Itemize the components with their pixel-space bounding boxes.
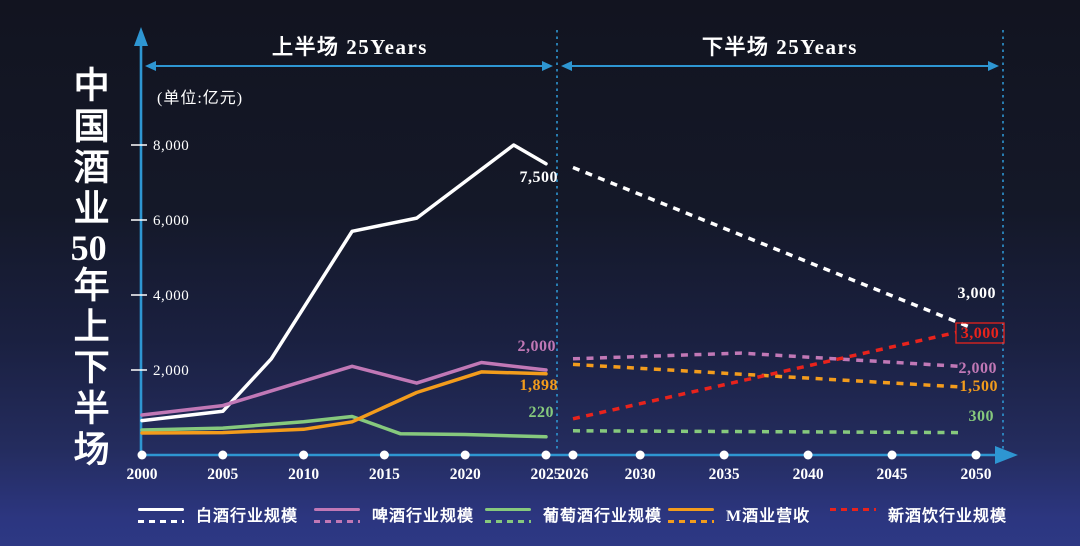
legend-item-m-liquor: M酒业营收 [668,502,810,526]
series-m-liquor-solid-line [140,370,548,435]
x-tick-label-2010: 2010 [288,466,319,483]
main-title: 中国酒业50年上下半场 [68,66,109,471]
endpoint-label-beer-dashed: 2,000 [959,360,998,377]
y-tick-label-4000: 4,000 [153,288,189,304]
x-tick-label-2005: 2005 [207,466,238,483]
x-axis-arrow-icon [995,446,1018,464]
second-half-title: 下半场 25Years [702,35,858,59]
legend-label-wine: 葡萄酒行业规模 [543,508,663,525]
legend-swatch-baijiu [138,502,184,523]
legend: 白酒行业规模 啤酒行业规模 葡萄酒行业规模 M酒业营收 新酒饮行业规模 [0,502,1080,542]
x-axis-dot-2040 [803,450,813,460]
series-beer-solid-line [140,360,548,417]
x-tick-label-2020: 2020 [450,466,481,483]
x-axis-dot-2025 [541,450,551,460]
endpoint-label-wine-dashed: 300 [969,408,995,425]
legend-swatch-new-drinks [830,502,876,511]
legend-label-beer: 啤酒行业规模 [372,508,475,525]
x-axis-dot-2045 [887,450,897,460]
endpoint-label-box-new-drinks [955,322,1005,344]
endpoint-label-m-liquor-dashed: 1,500 [960,378,999,395]
legend-item-beer: 啤酒行业规模 [314,502,474,526]
x-axis-dot-2020 [460,450,470,460]
series-wine-solid-line [140,414,548,439]
x-tick-label-2040: 2040 [793,466,824,483]
x-axis-dot-2026 [568,450,578,460]
main-title-part1: 中国酒业 [68,66,109,230]
main-title-part2: 年上下半场 [68,266,109,471]
series-baijiu-dashed-line [572,165,970,329]
unit-label: (单位:亿元) [157,90,244,107]
endpoint-label-wine-solid: 220 [529,404,555,421]
x-tick-label-2050: 2050 [961,466,992,483]
legend-item-new-drinks: 新酒饮行业规模 [830,502,1007,526]
legend-swatch-beer [314,502,360,523]
x-tick-label-2030: 2030 [625,466,656,483]
endpoint-label-baijiu-dashed: 3,000 [958,285,997,302]
legend-item-wine: 葡萄酒行业规模 [485,502,662,526]
x-tick-label-2035: 2035 [709,466,740,483]
y-axis-arrow-icon [134,27,148,46]
series-baijiu-solid-line [140,143,548,423]
x-tick-label-2025: 2025 [531,466,562,483]
x-axis-dot-2010 [299,450,309,460]
series-wine-dashed-line [572,429,960,435]
x-axis-dot-2030 [635,450,645,460]
endpoint-label-baijiu-solid: 7,500 [520,169,559,186]
x-tick-label-2000: 2000 [127,466,158,483]
y-tick-label-8000: 8,000 [153,138,189,154]
legend-label-baijiu: 白酒行业规模 [196,508,299,525]
x-axis-dot-2050 [971,450,981,460]
endpoint-label-new-drinks-dashed: 3,000 [961,325,1000,342]
series-m-liquor-dashed-line [572,362,960,389]
legend-swatch-wine [485,502,531,523]
x-tick-label-2015: 2015 [369,466,400,483]
series-new-drinks-dashed-line [572,330,957,421]
x-axis-dot-2015 [379,450,389,460]
first-half-span-arrow-left-arrow-icon [145,61,156,71]
series-beer-dashed-line [572,351,960,369]
x-tick-label-2026: 2026 [558,466,589,483]
legend-label-new-drinks: 新酒饮行业规模 [888,508,1008,525]
endpoint-label-m-liquor-solid: 1,898 [520,377,559,394]
x-tick-label-2045: 2045 [877,466,908,483]
legend-item-baijiu: 白酒行业规模 [138,502,298,526]
y-tick-label-2000: 2,000 [153,363,189,379]
x-axis-dot-2000 [137,450,147,460]
x-axis-dot-2035 [719,450,729,460]
first-half-title: 上半场 25Years [272,35,428,59]
legend-swatch-m-liquor [668,502,714,523]
main-title-years: 50 [70,230,107,266]
second-half-span-arrow-left-arrow-icon [561,61,572,71]
legend-label-m-liquor: M酒业营收 [726,508,811,525]
x-axis-dot-2005 [218,450,228,460]
endpoint-label-beer-solid: 2,000 [518,338,557,355]
first-half-span-arrow-right-arrow-icon [542,61,553,71]
y-tick-label-6000: 6,000 [153,213,189,229]
second-half-span-arrow-right-arrow-icon [988,61,999,71]
